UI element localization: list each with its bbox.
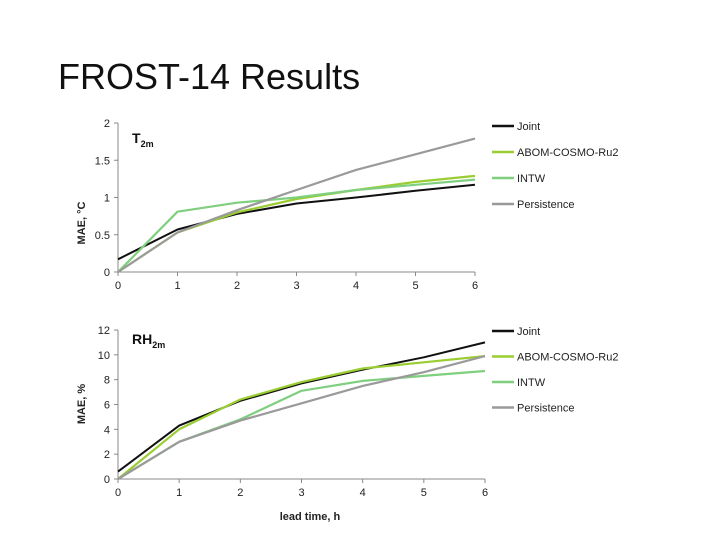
legend-label: INTW (517, 173, 546, 185)
y-tick-label: 6 (104, 400, 110, 412)
series-line-persistence (117, 355, 486, 480)
y-tick-label: 8 (104, 375, 110, 387)
y-tick-label: 2 (104, 118, 110, 130)
x-tick-label: 5 (421, 487, 427, 499)
x-tick-label: 0 (115, 280, 121, 292)
chart-t2m: 0 0.5 1 1.5 2 0 1 2 3 4 5 6 T2m MAE, °C Joint ABOM-C… (76, 118, 618, 292)
x-tick-label: 2 (237, 487, 243, 499)
panel-title: T2m (132, 130, 154, 149)
y-tick-label: 1 (104, 193, 110, 205)
x-axis-label: lead time, h (280, 511, 341, 523)
x-tick-label: 3 (298, 487, 304, 499)
series-line-persistence (117, 137, 476, 273)
y-tick-label: 2 (104, 449, 110, 461)
legend-label: ABOM-COSMO-Ru2 (517, 147, 618, 159)
series-line-joint (117, 183, 476, 261)
y-tick-label: 12 (98, 325, 110, 337)
legend-label: ABOM-COSMO-Ru2 (517, 352, 618, 364)
x-tick-label: 3 (293, 280, 299, 292)
panel-title: RH2m (132, 331, 165, 350)
y-axis-label: MAE, % (76, 384, 88, 425)
x-tick-label: 5 (412, 280, 418, 292)
legend-label: Persistence (517, 199, 574, 211)
series-line-intw (117, 369, 486, 480)
x-tick-label: 4 (353, 280, 359, 292)
series-line-joint (117, 341, 486, 473)
x-tick-label: 1 (174, 280, 180, 292)
series-line-abom-cosmo-ru2 (117, 355, 486, 480)
y-tick-label: 1.5 (95, 155, 110, 167)
x-tick-label: 6 (472, 280, 478, 292)
x-tick-label: 6 (482, 487, 488, 499)
legend-label: INTW (517, 377, 546, 389)
series-line-intw (117, 178, 476, 273)
y-tick-label: 0.5 (95, 230, 110, 242)
y-tick-label: 4 (104, 424, 110, 436)
y-tick-label: 0 (104, 267, 110, 279)
legend-label: Joint (517, 121, 540, 133)
y-tick-label: 0 (104, 474, 110, 486)
x-tick-label: 2 (234, 280, 240, 292)
y-axis-label: MAE, °C (76, 201, 88, 244)
x-tick-label: 4 (360, 487, 366, 499)
legend-label: Joint (517, 326, 540, 338)
x-tick-label: 1 (176, 487, 182, 499)
y-tick-label: 10 (98, 350, 110, 362)
slide-title: FROST-14 Results (58, 56, 361, 97)
x-tick-label: 0 (115, 487, 121, 499)
legend-label: Persistence (517, 403, 574, 415)
